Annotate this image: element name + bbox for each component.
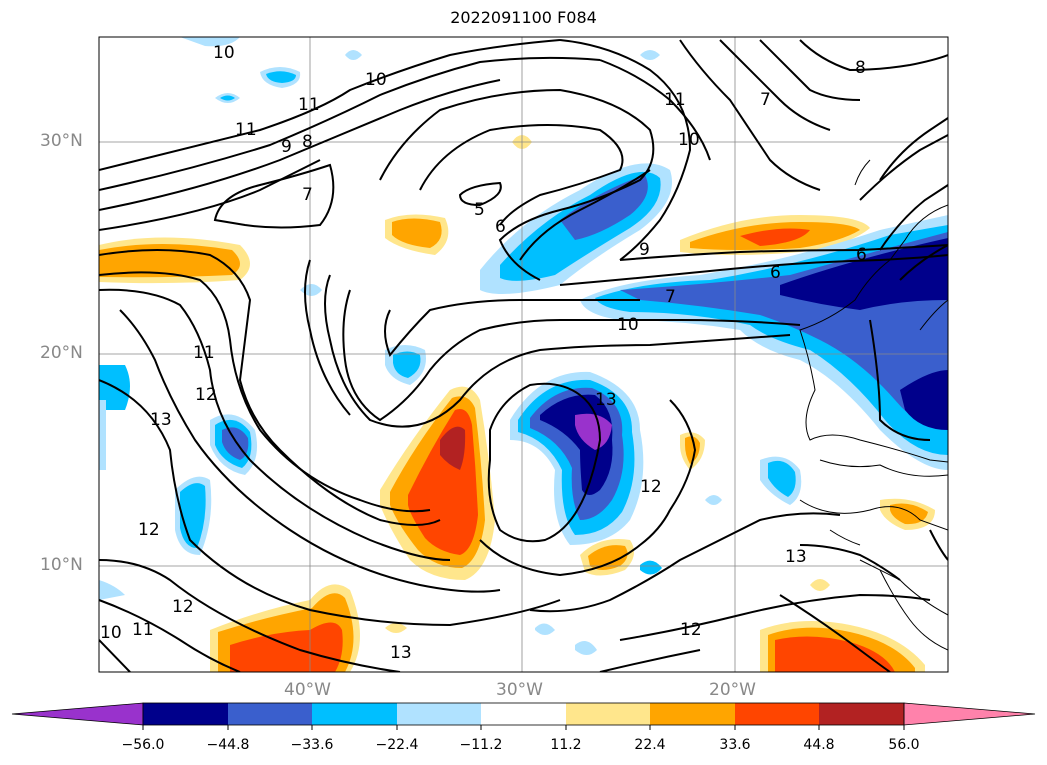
contour-lines bbox=[99, 39, 948, 672]
contour-label: 10 bbox=[365, 70, 387, 90]
contour-label: 13 bbox=[150, 410, 172, 430]
contour-label: 11 bbox=[235, 120, 257, 140]
contour-label: 12 bbox=[680, 620, 702, 640]
colorbar-tick-label: −44.8 bbox=[206, 737, 250, 753]
colorbar bbox=[11, 702, 1036, 730]
colorbar-segment bbox=[650, 703, 735, 725]
contour-label: 7 bbox=[760, 90, 771, 110]
contour-label: 11 bbox=[132, 620, 154, 640]
contour-label: 12 bbox=[138, 520, 160, 540]
contour-label-group: 10 10 11 11 9 8 7 5 6 11 10 7 8 9 6 6 7 … bbox=[100, 43, 867, 663]
contour-label: 13 bbox=[595, 390, 617, 410]
contour-label: 5 bbox=[474, 200, 485, 220]
contour-label: 13 bbox=[390, 643, 412, 663]
colorbar-segment bbox=[397, 703, 481, 725]
colorbar-segment bbox=[143, 703, 228, 725]
colorbar-segment bbox=[312, 703, 397, 725]
graticule bbox=[99, 37, 948, 672]
contour-label: 11 bbox=[298, 95, 320, 115]
contour-label: 6 bbox=[495, 217, 506, 237]
contour-label: 10 bbox=[678, 130, 700, 150]
contour-label: 10 bbox=[213, 43, 235, 63]
lat-label-30n: 30°N bbox=[40, 131, 83, 151]
colorbar-tick-label: −56.0 bbox=[121, 737, 165, 753]
colorbar-tick-label: 11.2 bbox=[550, 737, 582, 753]
contour-label: 10 bbox=[100, 623, 122, 643]
contour-label: 7 bbox=[302, 185, 313, 205]
colorbar-tick-label: 22.4 bbox=[634, 737, 666, 753]
contour-label: 12 bbox=[640, 477, 662, 497]
colorbar-segment bbox=[566, 703, 650, 725]
contour-label: 7 bbox=[665, 287, 676, 307]
colorbar-tick-label: 56.0 bbox=[888, 737, 920, 753]
contour-label: 11 bbox=[193, 343, 215, 363]
colorbar-segment bbox=[481, 703, 566, 725]
map-plot-area: 10 10 11 11 9 8 7 5 6 11 10 7 8 9 6 6 7 … bbox=[99, 37, 948, 672]
contour-label: 13 bbox=[785, 547, 807, 567]
colorbar-min-arrow bbox=[11, 702, 144, 726]
lon-label-30w: 30°W bbox=[496, 680, 543, 700]
colorbar-max-arrow bbox=[903, 702, 1036, 726]
contour-label: 9 bbox=[281, 137, 292, 157]
colorbar-tick-label: 44.8 bbox=[803, 737, 835, 753]
map-title: 2022091100 F084 bbox=[450, 8, 597, 27]
contour-label: 11 bbox=[664, 90, 686, 110]
contour-label: 12 bbox=[172, 597, 194, 617]
lon-label-40w: 40°W bbox=[284, 680, 331, 700]
contour-label: 12 bbox=[195, 385, 217, 405]
contour-label: 6 bbox=[770, 263, 781, 283]
contour-label: 10 bbox=[617, 315, 639, 335]
colorbar-tick-label: 33.6 bbox=[719, 737, 751, 753]
colorbar-segment bbox=[735, 703, 819, 725]
colorbar-segment bbox=[228, 703, 312, 725]
contour-label: 6 bbox=[856, 245, 867, 265]
lon-label-20w: 20°W bbox=[709, 680, 756, 700]
colorbar-tick-label: −22.4 bbox=[375, 737, 419, 753]
contour-label: 8 bbox=[302, 132, 313, 152]
plot-frame bbox=[98, 36, 949, 673]
contour-label: 9 bbox=[639, 240, 650, 260]
colorbar-tick-label: −11.2 bbox=[459, 737, 503, 753]
lat-label-20n: 20°N bbox=[40, 343, 83, 363]
lat-label-10n: 10°N bbox=[40, 555, 83, 575]
colorbar-tick-label: −33.6 bbox=[290, 737, 334, 753]
contour-label: 8 bbox=[855, 58, 866, 78]
colorbar-segment bbox=[819, 703, 904, 725]
